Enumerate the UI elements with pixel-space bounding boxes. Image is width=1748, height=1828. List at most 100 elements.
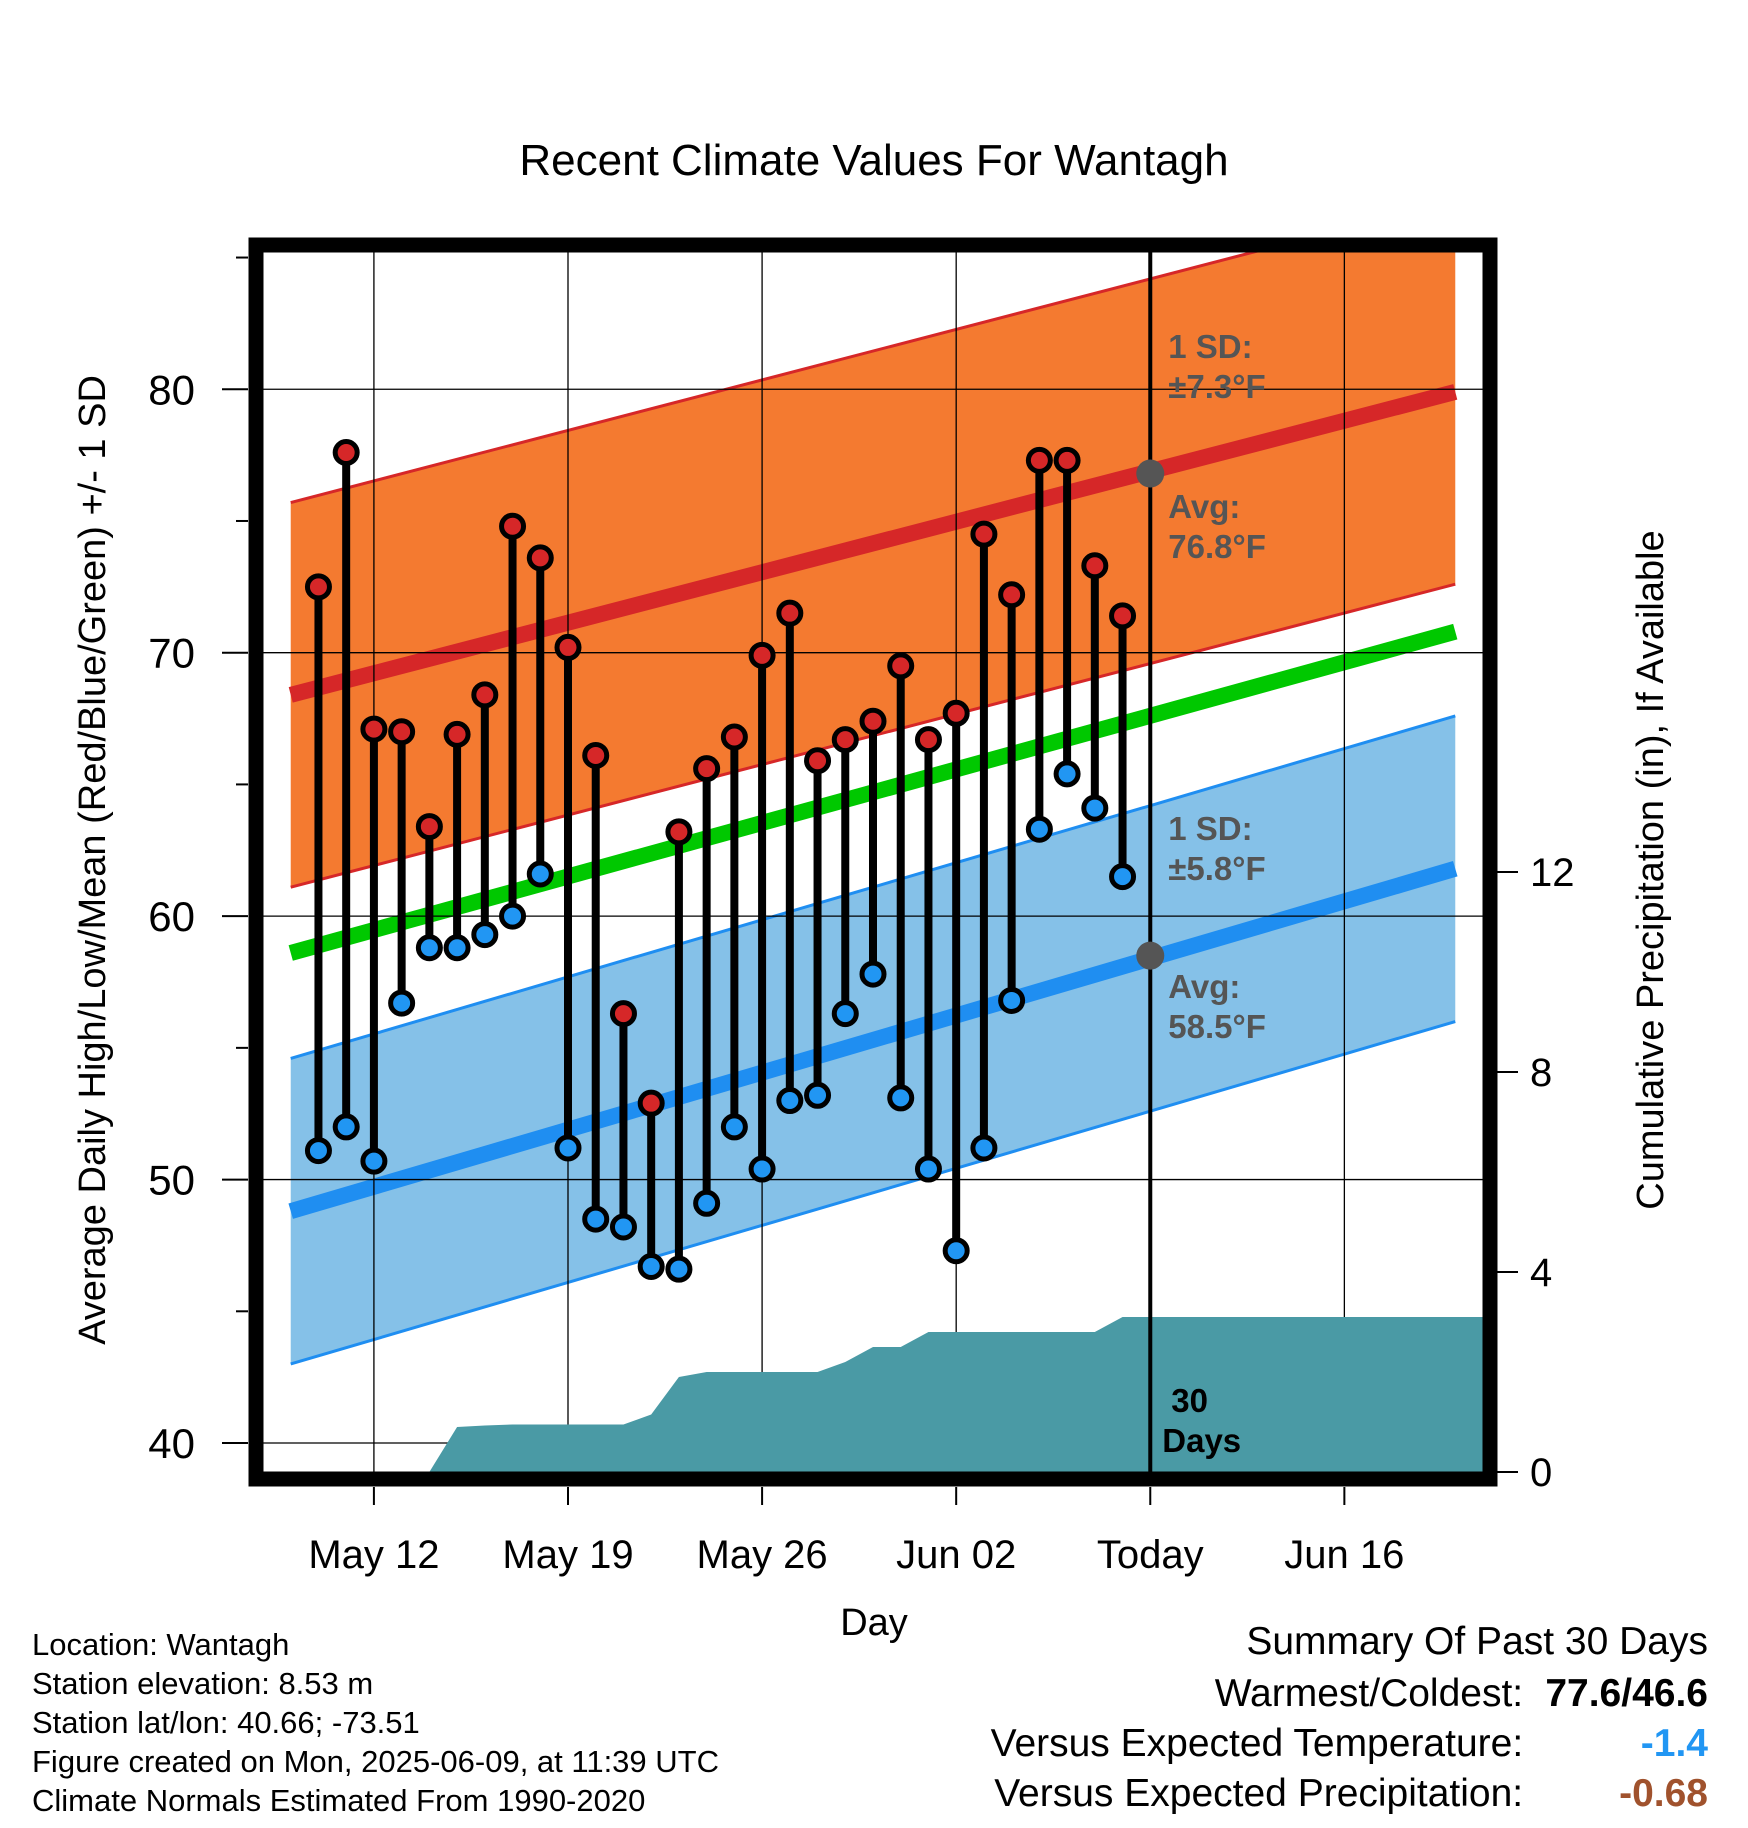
daily-high-point (609, 1000, 637, 1028)
temp-label: Versus Expected Temperature: (990, 1722, 1524, 1765)
daily-high-point (942, 699, 970, 727)
daily-high-point (554, 633, 582, 661)
info-location: Location: Wantagh (32, 1627, 290, 1662)
daily-high-point (471, 681, 499, 709)
y-tick-label: 70 (148, 630, 195, 677)
chart-title: Recent Climate Values For Wantagh (519, 136, 1228, 185)
daily-low-point (887, 1084, 915, 1112)
daily-low-point (1081, 794, 1109, 822)
daily-low-point (332, 1113, 360, 1141)
summary-temp-row: Versus Expected Temperature: -1.4 (991, 1722, 1708, 1772)
daily-low-point (415, 934, 443, 962)
daily-low-point (1025, 815, 1053, 843)
axes: May 12 May 19 May 26 Jun 02 Today Jun 1640506… (72, 256, 1672, 1644)
daily-high-point (1109, 602, 1137, 630)
daily-high-point (637, 1089, 665, 1117)
daily-low-point (942, 1237, 970, 1265)
x-tick-label: Jun 02 (896, 1533, 1016, 1577)
info-elevation: Station elevation: 8.53 m (32, 1666, 374, 1701)
high-sd-annotation-line1: 1 SD: (1168, 328, 1252, 365)
y-axis-label: Average Daily High/Low/Mean (Red/Blue/Gr… (72, 375, 114, 1345)
daily-low-point (970, 1134, 998, 1162)
station-info: Location: Wantagh Station elevation: 8.5… (32, 1625, 719, 1820)
daily-low-point (914, 1155, 942, 1183)
daily-low-point (1109, 863, 1137, 891)
warm-cold-value: 77.6/46.6 (1545, 1672, 1708, 1715)
low-sd-annotation-line2: ±5.8°F (1168, 850, 1265, 887)
low-avg-annotation-line2: 58.5°F (1168, 1008, 1266, 1045)
y2-tick-label: 12 (1530, 851, 1575, 895)
summary-warm-cold-row: Warmest/Coldest: 77.6/46.6 (991, 1672, 1708, 1722)
low-lower-sd-line (290, 1020, 1456, 1366)
y2-tick-label: 0 (1530, 1451, 1552, 1495)
x-tick-label: May 26 (697, 1533, 828, 1577)
high-avg-annotation-line1: Avg: (1168, 488, 1240, 525)
daily-low-point (776, 1087, 804, 1115)
days-annotation-line1: 30 (1171, 1382, 1208, 1419)
x-tick-label: May 19 (502, 1533, 633, 1577)
daily-low-point (693, 1189, 721, 1217)
daily-low-point (637, 1253, 665, 1281)
daily-low-point (471, 921, 499, 949)
info-created: Figure created on Mon, 2025-06-09, at 11… (32, 1744, 719, 1779)
warm-cold-label: Warmest/Coldest: (1214, 1672, 1524, 1715)
y2-tick-label: 8 (1530, 1051, 1552, 1095)
low-sd-annotation-line1: 1 SD: (1168, 810, 1252, 847)
daily-high-point (304, 573, 332, 601)
daily-high-point (914, 726, 942, 754)
daily-high-point (720, 723, 748, 751)
y2-axis-label: Cumulative Precipitation (in), If Availa… (1630, 530, 1672, 1209)
plot-frame (248, 237, 1498, 1487)
summary-panel: Summary Of Past 30 Days Warmest/Coldest:… (991, 1620, 1708, 1822)
daily-high-point (443, 720, 471, 748)
x-tick-label: May 12 (308, 1533, 439, 1577)
daily-low-point (859, 960, 887, 988)
daily-low-point (609, 1213, 637, 1241)
high-average-line (288, 384, 1458, 703)
precip-value: -0.68 (1619, 1772, 1708, 1815)
daily-high-point (831, 726, 859, 754)
daily-low-point (360, 1147, 388, 1175)
low-avg-annotation-line1: Avg: (1168, 968, 1240, 1005)
daily-high-point (1053, 446, 1081, 474)
daily-high-point (970, 520, 998, 548)
x-axis-label: Day (840, 1602, 908, 1644)
daily-low-point (526, 860, 554, 888)
today-high-average-point (1136, 459, 1165, 488)
daily-high-point (859, 707, 887, 735)
precip-label: Versus Expected Precipitation: (994, 1772, 1524, 1815)
today-low-average-point (1136, 941, 1165, 970)
daily-low-point (554, 1134, 582, 1162)
daily-high-point (415, 813, 443, 841)
y-tick-label: 50 (148, 1157, 195, 1204)
precipitation-area (263, 1317, 1483, 1472)
y-tick-label: 80 (148, 366, 195, 413)
temp-value: -1.4 (1640, 1722, 1708, 1765)
daily-low-point (665, 1255, 693, 1283)
daily-high-point (804, 747, 832, 775)
daily-high-point (998, 581, 1026, 609)
cumulative-precipitation-area (263, 1317, 1483, 1472)
daily-low-point (1053, 760, 1081, 788)
y2-tick-label: 4 (1530, 1251, 1552, 1295)
daily-low-point (304, 1137, 332, 1165)
daily-low-point (582, 1205, 610, 1233)
daily-low-point (831, 1000, 859, 1028)
daily-high-point (1081, 552, 1109, 580)
y-tick-label: 40 (148, 1420, 195, 1467)
daily-low-point (804, 1081, 832, 1109)
daily-high-point (582, 741, 610, 769)
daily-low-point (748, 1155, 776, 1183)
daily-high-point (526, 544, 554, 572)
y-tick-label: 60 (148, 893, 195, 940)
daily-low-point (499, 902, 527, 930)
daily-low-point (998, 986, 1026, 1014)
daily-high-point (776, 599, 804, 627)
daily-high-point (388, 718, 416, 746)
daily-high-point (748, 641, 776, 669)
daily-high-point (499, 512, 527, 540)
daily-low-point (443, 934, 471, 962)
x-tick-label: Jun 16 (1284, 1533, 1404, 1577)
